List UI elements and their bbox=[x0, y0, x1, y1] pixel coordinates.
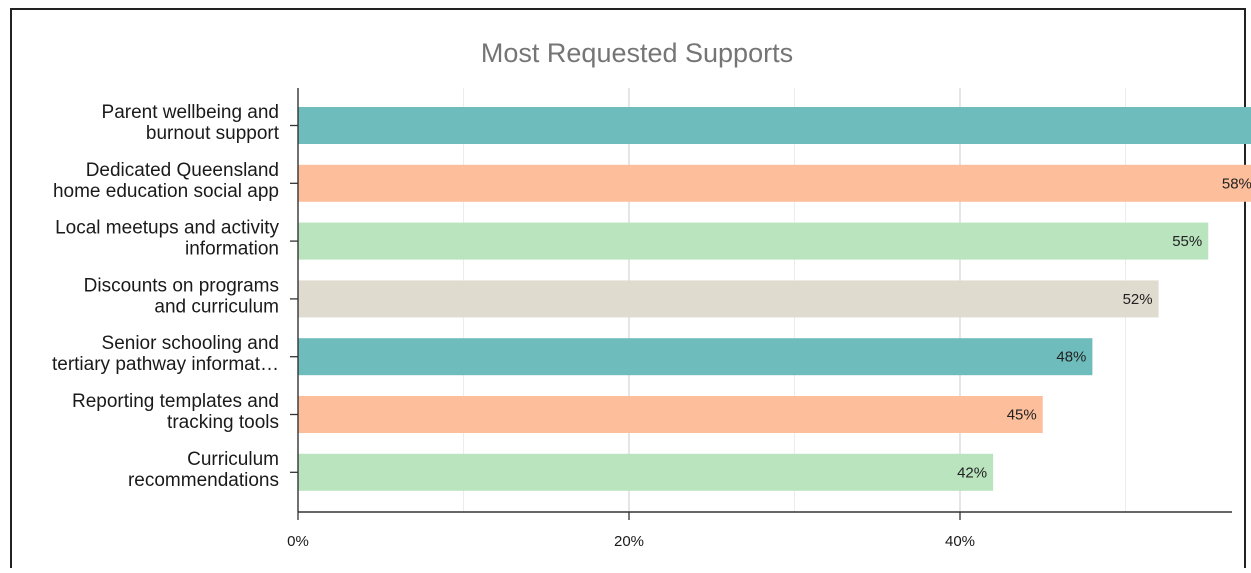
data-label: 45% bbox=[1007, 407, 1037, 424]
bar bbox=[298, 453, 994, 491]
bar bbox=[298, 280, 1159, 318]
bar bbox=[298, 107, 1251, 144]
bars-layer: 65%58%55%52%48%45%42% bbox=[298, 107, 1251, 491]
data-label: 58% bbox=[1222, 175, 1251, 192]
category-label: burnout support bbox=[146, 123, 280, 144]
category-label: Parent wellbeing and bbox=[102, 102, 279, 123]
category-label: home education social app bbox=[53, 181, 279, 202]
bar bbox=[298, 338, 1093, 376]
category-label: Local meetups and activity bbox=[55, 218, 279, 239]
bar bbox=[298, 164, 1251, 202]
data-label: 48% bbox=[1056, 349, 1086, 366]
category-label: recommendations bbox=[128, 470, 279, 491]
category-label: tertiary pathway informat… bbox=[52, 354, 279, 375]
data-label: 55% bbox=[1172, 233, 1202, 250]
axis-layer: 0%20%40%60% bbox=[287, 88, 1232, 550]
bar bbox=[298, 222, 1209, 260]
category-label: Senior schooling and bbox=[102, 333, 279, 354]
category-label: Reporting templates and bbox=[72, 391, 279, 412]
category-label: tracking tools bbox=[167, 412, 279, 433]
x-tick-label: 0% bbox=[287, 533, 309, 550]
x-tick-label: 20% bbox=[614, 533, 644, 550]
bar bbox=[298, 396, 1043, 433]
category-label: Discounts on programs bbox=[84, 275, 279, 296]
category-label: Dedicated Queensland bbox=[86, 160, 279, 181]
x-tick-label: 40% bbox=[945, 533, 975, 550]
category-label: Curriculum bbox=[187, 449, 279, 470]
data-label: 52% bbox=[1123, 291, 1153, 308]
category-label: and curriculum bbox=[154, 296, 279, 317]
category-label: information bbox=[185, 239, 279, 260]
data-label: 42% bbox=[957, 464, 987, 481]
chart-title: Most Requested Supports bbox=[481, 38, 793, 68]
